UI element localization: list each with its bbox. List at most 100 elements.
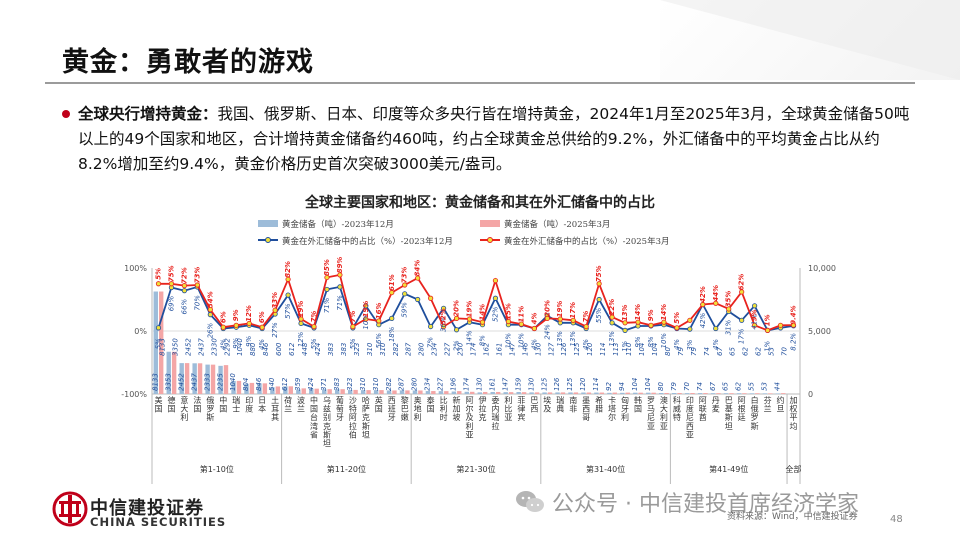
bar-label-2023-泰国: 234 xyxy=(424,378,432,391)
pct-label-2023-委内瑞拉: 52% xyxy=(491,306,499,322)
legend-label: 黄金储备（吨）-2023年12月 xyxy=(282,219,394,230)
pct-label-2023-加权平均: 8.2% xyxy=(790,333,798,351)
x-tick-label: 阿联酋 xyxy=(699,396,707,422)
x-tick-label: 荷兰 xyxy=(284,395,292,414)
bar-label-2025-澳大利亚: 80 xyxy=(664,347,672,356)
line-2025-point-罗马尼亚 xyxy=(648,322,654,328)
pct-label-2023-阿根廷: 17% xyxy=(738,328,746,344)
line-2025-point-埃及 xyxy=(544,315,550,321)
logo-chinese-name: 中信建投证券 xyxy=(90,498,204,519)
bar-label-2025-日本: 846 xyxy=(262,342,270,356)
bar-2023-科威特 xyxy=(671,393,677,394)
bar-2023-芬兰 xyxy=(762,393,768,394)
x-tick-label: 沙特阿拉伯 xyxy=(349,396,357,439)
legend-swatch-marker-2025 xyxy=(487,237,493,243)
pct-label-2025-波兰: 19% xyxy=(297,301,305,318)
line-2023-point-波兰 xyxy=(298,320,304,327)
bar-2025-利比亚 xyxy=(508,392,514,394)
line-2025-point-利比亚 xyxy=(505,318,511,325)
pct-label-2025-卡塔尔: 22% xyxy=(608,299,616,316)
bar-label-2025-约旦: 70 xyxy=(781,347,789,356)
pct-label-2025-英国: 16% xyxy=(375,303,383,320)
x-tick-label: 法国 xyxy=(193,395,201,414)
bar-label-2023-丹麦: 67 xyxy=(709,382,717,391)
bar-label-2023-巴西: 130 xyxy=(527,377,535,391)
line-2025-point-西班牙 xyxy=(389,289,395,296)
line-2025-point-阿联酋 xyxy=(700,301,706,308)
bar-label-2023-德国: 3353 xyxy=(164,373,172,391)
bar-label-2025-埃及: 127 xyxy=(547,342,555,356)
line-2023-point-西班牙 xyxy=(389,315,395,321)
line-2025-point-泰国 xyxy=(428,295,434,301)
bar-2023-泰国 xyxy=(425,391,431,394)
bar-2025-阿联酋 xyxy=(703,393,708,394)
bar-2025-科威特 xyxy=(677,393,682,394)
x-tick-label: 哈萨克斯坦 xyxy=(362,395,370,439)
bar-2023-中国 xyxy=(218,365,223,394)
line-2025-point-菲律宾 xyxy=(518,321,524,327)
line-2025-point-南非 xyxy=(570,317,576,323)
bar-2025-奥地利 xyxy=(418,390,423,394)
bar-label-2025-沙特阿拉伯: 323 xyxy=(353,343,361,356)
x-tick-label: 加权平均 xyxy=(790,395,798,431)
bar-2023-瑞典 xyxy=(555,392,560,394)
pct-label-2025-新加坡: 20% xyxy=(453,300,461,317)
bar-label-2025-伊拉克: 162 xyxy=(482,342,490,356)
line-2023-point-葡萄牙 xyxy=(337,284,343,290)
bar-2023-中国台湾省 xyxy=(309,388,314,394)
bar-label-2023-新加坡: 196 xyxy=(450,377,458,391)
bar-2025-意大利 xyxy=(184,363,190,394)
line-2025-point-韩国 xyxy=(635,319,641,325)
pct-label-2023-澳大利亚: 10% xyxy=(660,333,668,349)
bar-label-2025-中国: 2292 xyxy=(223,338,231,356)
pct-label-2025-荷兰: 82% xyxy=(284,261,292,278)
pct-label-2025-德国: 75% xyxy=(167,265,175,282)
pct-label-2025-巴基斯坦: 35% xyxy=(725,291,733,308)
bullet-dot xyxy=(62,110,70,118)
logo-english-name: CHINA SECURITIES xyxy=(90,515,227,529)
bar-2023-匈牙利 xyxy=(620,392,625,394)
bar-label-2023-西班牙: 282 xyxy=(385,377,393,391)
bar-label-2025-墨西哥: 120 xyxy=(586,342,594,356)
pct-label-2023-利比亚: 10% xyxy=(504,333,512,349)
bar-label-2023-荷兰: 612 xyxy=(281,377,289,391)
line-2025-point-波兰 xyxy=(298,316,304,322)
pct-label-2025-加权平均: 9.4% xyxy=(790,305,798,324)
bar-2023-奥地利 xyxy=(412,390,418,394)
x-tick-label: 西班牙 xyxy=(388,396,396,422)
line-2025-point-俄罗斯 xyxy=(207,306,213,313)
bar-label-2025-阿尔及利亚: 174 xyxy=(470,343,478,356)
line-2025-point-卡塔尔 xyxy=(609,314,615,320)
line-2025-point-阿尔及利亚 xyxy=(466,316,473,322)
bar-label-2025-南非: 125 xyxy=(573,342,581,356)
bar-2023-澳大利亚 xyxy=(659,392,664,394)
bar-label-2023-阿尔及利亚: 174 xyxy=(463,378,471,391)
bar-2025-德国 xyxy=(171,351,177,394)
pct-label-2025-白俄罗斯: 9% xyxy=(751,309,759,321)
left-axis-tick-label: 0% xyxy=(134,327,147,336)
line-2025-point-巴基斯坦 xyxy=(726,306,732,312)
x-tick-label: 中国台湾省 xyxy=(310,395,318,439)
line-2023-point-比利时 xyxy=(440,305,447,311)
bar-label-2023-白俄罗斯: 55 xyxy=(748,382,756,391)
legend-swatch-bar-2025 xyxy=(480,220,500,227)
pct-label-2025-芬兰: 1% xyxy=(764,314,772,326)
bar-label-2025-印度尼西亚: 79 xyxy=(690,347,698,356)
bar-2023-阿尔及利亚 xyxy=(464,391,470,394)
pct-label-2023-墨西哥: 4% xyxy=(582,339,590,350)
bar-label-2025-法国: 2437 xyxy=(197,338,205,356)
bar-label-2023-中国台湾省: 424 xyxy=(307,378,315,391)
bar-2023-哈萨克斯坦 xyxy=(360,390,366,394)
pct-label-2023-波兰: 12% xyxy=(297,331,305,347)
bar-2023-西班牙 xyxy=(386,390,392,394)
pct-label-2025-印度: 12% xyxy=(245,305,253,322)
pct-label-2023-科威特: 4% xyxy=(673,339,681,350)
line-2025-point-澳大利亚 xyxy=(661,319,667,325)
pct-label-2023-南非: 13% xyxy=(569,331,577,347)
bar-2025-芬兰 xyxy=(768,393,773,394)
line-2025-point-比利时 xyxy=(440,323,447,330)
bar-2023-伊拉克 xyxy=(477,392,482,394)
pct-label-2023-乌兹别克斯坦: 71% xyxy=(323,297,331,313)
bar-label-2025-委内瑞拉: 161 xyxy=(495,343,503,356)
pct-label-2025-墨西哥: 7% xyxy=(582,311,590,323)
